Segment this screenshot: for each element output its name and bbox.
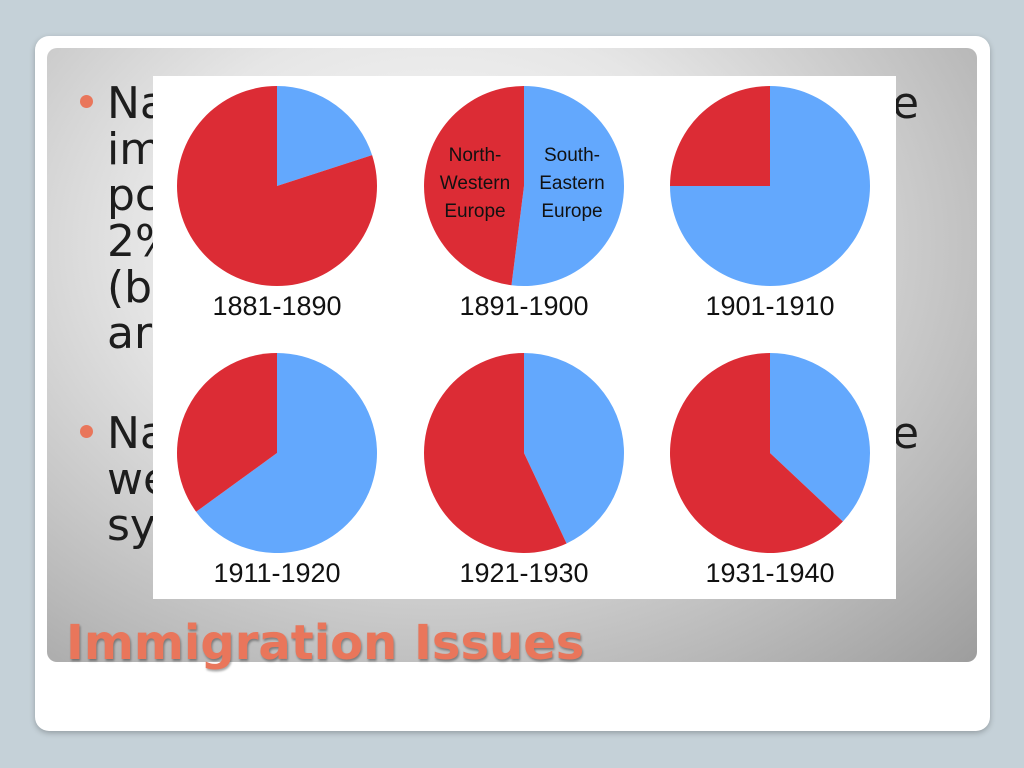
- period-label: 1891-1900: [459, 291, 588, 321]
- region-label-south-eastern: Europe: [541, 201, 602, 222]
- region-label-north-western: North-: [449, 145, 502, 166]
- period-label: 1921-1930: [459, 558, 588, 588]
- region-label-north-western: Western: [440, 173, 510, 194]
- pie-slice-north-western: [177, 86, 378, 286]
- pie-slice-north-western: [424, 86, 524, 286]
- region-label-south-eastern: Eastern: [539, 173, 604, 194]
- region-label-north-western: Europe: [444, 201, 505, 222]
- bullet-line-fragment: (b: [107, 262, 153, 313]
- pie-slice-south-eastern: [770, 353, 870, 522]
- pie-slice-south-eastern: [511, 86, 625, 286]
- pie-slice-south-eastern: [277, 86, 373, 186]
- slide-title: Immigration Issues: [66, 615, 585, 671]
- period-label: 1881-1890: [212, 291, 341, 321]
- pie-chart-grid: 1881-1890 1891-1900 1901-1910 1911-1920 1921…: [177, 86, 870, 588]
- pie-chart-figure: 1881-1890 1891-1900 1901-1910 1911-1920 1921…: [153, 76, 896, 599]
- region-label-south-eastern: South-: [544, 145, 600, 166]
- period-label: 1911-1920: [213, 558, 340, 588]
- pie-slice-south-eastern: [524, 353, 624, 544]
- bullet-dot: [80, 425, 93, 438]
- bullet-line-fragment: im: [107, 124, 163, 175]
- period-label: 1901-1910: [705, 291, 834, 321]
- pie-slice-north-western: [423, 353, 567, 553]
- bullet-line-fragment: ar: [107, 308, 153, 359]
- bullet-dot: [80, 95, 93, 108]
- pie-slice-north-western: [669, 353, 843, 553]
- pie-slice-north-western: [670, 86, 770, 186]
- bullet-line-fragment: e: [892, 408, 920, 459]
- pie-slice-north-western: [177, 353, 277, 512]
- bullet-line-fragment: e: [892, 78, 920, 129]
- period-label: 1931-1940: [705, 558, 834, 588]
- bullet-line-fragment: pc: [107, 170, 160, 221]
- bullet-line-fragment: sy: [107, 500, 156, 551]
- pie-slice-south-eastern: [196, 353, 378, 553]
